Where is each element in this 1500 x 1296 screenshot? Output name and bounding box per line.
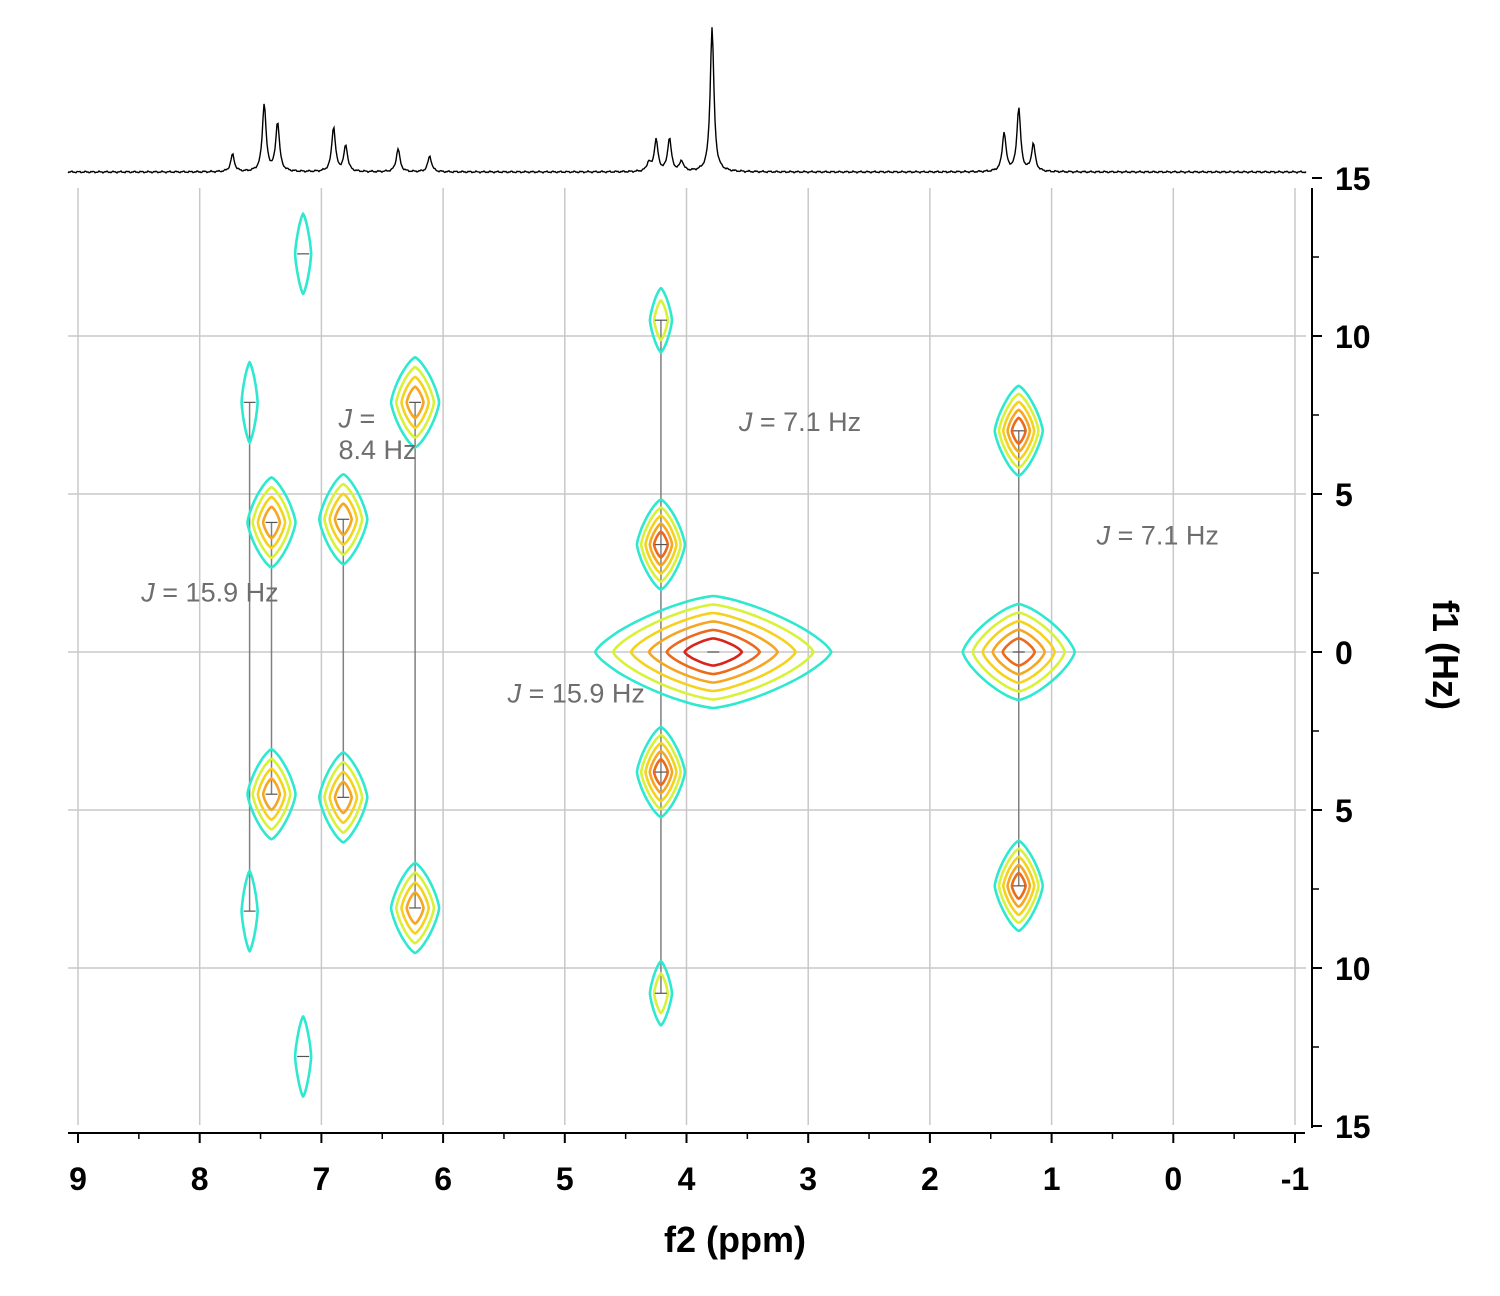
- contour-peaks: [240, 211, 1077, 1099]
- contour-ring: [323, 482, 364, 556]
- y-tick-label: 15: [1335, 1109, 1371, 1145]
- contour-ring: [665, 628, 762, 676]
- coupling-label: J =: [337, 404, 375, 434]
- contour-ring: [648, 286, 674, 354]
- contour-ring: [328, 770, 359, 825]
- contour-ring: [652, 757, 670, 787]
- projection-trace: [67, 27, 1307, 174]
- y-tick-label: 10: [1335, 319, 1371, 355]
- contour-ring: [261, 505, 282, 540]
- contour-ring: [1010, 416, 1027, 446]
- contour-ring: [394, 871, 436, 945]
- contour-ring: [635, 725, 687, 819]
- contour-ring: [639, 506, 683, 583]
- contour-ring: [394, 365, 436, 440]
- coupling-label: J = 15.9 Hz: [507, 679, 645, 709]
- contour-ring: [246, 747, 297, 841]
- contour-ring: [629, 611, 797, 693]
- contour-ring: [240, 869, 259, 953]
- contour-ring: [246, 475, 297, 569]
- contour-ring: [611, 603, 815, 701]
- contour-ring: [400, 881, 431, 935]
- contour-ring: [251, 757, 292, 831]
- contour-ring: [256, 767, 287, 821]
- x-tick-label: 9: [69, 1161, 87, 1197]
- x-tick-label: 6: [434, 1161, 452, 1197]
- contour-ring: [1010, 871, 1027, 901]
- contour-ring: [961, 602, 1077, 702]
- contour-ring: [389, 356, 441, 449]
- coupling-label: J = 7.1 Hz: [1096, 521, 1219, 551]
- contour-ring: [1001, 400, 1036, 462]
- contour-ring: [256, 495, 287, 550]
- contour-ring: [648, 749, 674, 795]
- contour-ring: [997, 392, 1040, 470]
- coupling-label: J = 15.9 Hz: [140, 577, 278, 607]
- contour-ring: [635, 498, 687, 592]
- y-tick-label: 5: [1335, 477, 1353, 513]
- contour-ring: [293, 1014, 313, 1099]
- contour-ring: [323, 760, 364, 835]
- x-tick-label: 0: [1164, 1161, 1182, 1197]
- coupling-annotations: J = 15.9 Hz J =8.4 Hz J = 7.1 Hz J = 15.9 H…: [140, 404, 1219, 709]
- contour-ring: [648, 959, 674, 1027]
- contour-ring: [1006, 863, 1032, 909]
- y-tick-label: 0: [1335, 635, 1353, 671]
- contour-ring: [647, 620, 779, 684]
- contour-ring: [644, 514, 678, 575]
- contour-ring: [317, 751, 369, 844]
- coupling-label: J = 7.1 Hz: [738, 407, 861, 437]
- contour-ring: [333, 780, 354, 815]
- contour-ring: [1006, 408, 1032, 454]
- x-tick-label: 1: [1043, 1161, 1061, 1197]
- x-tick-label: -1: [1281, 1161, 1309, 1197]
- contour-ring: [328, 492, 359, 547]
- contour-ring: [997, 847, 1040, 925]
- x-tick-label: 5: [556, 1161, 574, 1197]
- x-tick-label: 7: [313, 1161, 331, 1197]
- contour-ring: [652, 530, 670, 559]
- x-tick-label: 3: [799, 1161, 817, 1197]
- y-tick-label: 15: [1335, 161, 1371, 197]
- y-axis-title: f1 (Hz): [1425, 600, 1466, 710]
- contour-ring: [405, 890, 425, 926]
- contour-ring: [971, 611, 1067, 693]
- x-axis-title: f2 (ppm): [664, 1219, 806, 1260]
- contour-ring: [981, 619, 1057, 685]
- x-tick-label: 4: [678, 1161, 696, 1197]
- contour-ring: [240, 360, 259, 445]
- y-tick-label: 5: [1335, 793, 1353, 829]
- contour-ring: [1001, 636, 1036, 668]
- contour-ring: [644, 741, 678, 803]
- contour-ring: [405, 385, 425, 420]
- x-tick-label: 2: [921, 1161, 939, 1197]
- contour-ring: [261, 777, 282, 812]
- contour-ring: [652, 298, 669, 342]
- contour-ring: [593, 594, 833, 710]
- contour-ring: [400, 375, 431, 430]
- contour-ring: [683, 637, 744, 667]
- contour-ring: [993, 839, 1045, 933]
- contour-ring: [389, 861, 441, 955]
- contour-ring: [251, 485, 292, 560]
- contour-ring: [993, 384, 1045, 478]
- grid: [68, 188, 1306, 1125]
- y-tick-label: 10: [1335, 951, 1371, 987]
- contour-ring: [1001, 855, 1036, 917]
- x-tick-label: 8: [191, 1161, 209, 1197]
- coupling-label: 8.4 Hz: [338, 435, 416, 465]
- contour-ring: [991, 628, 1047, 676]
- projection-spectrum: [67, 27, 1307, 174]
- contour-ring: [317, 472, 369, 566]
- contour-ring: [648, 522, 674, 568]
- contour-ring: [652, 972, 669, 1015]
- contour-ring: [293, 211, 313, 296]
- contour-ring: [639, 733, 683, 811]
- contour-ring: [333, 502, 354, 537]
